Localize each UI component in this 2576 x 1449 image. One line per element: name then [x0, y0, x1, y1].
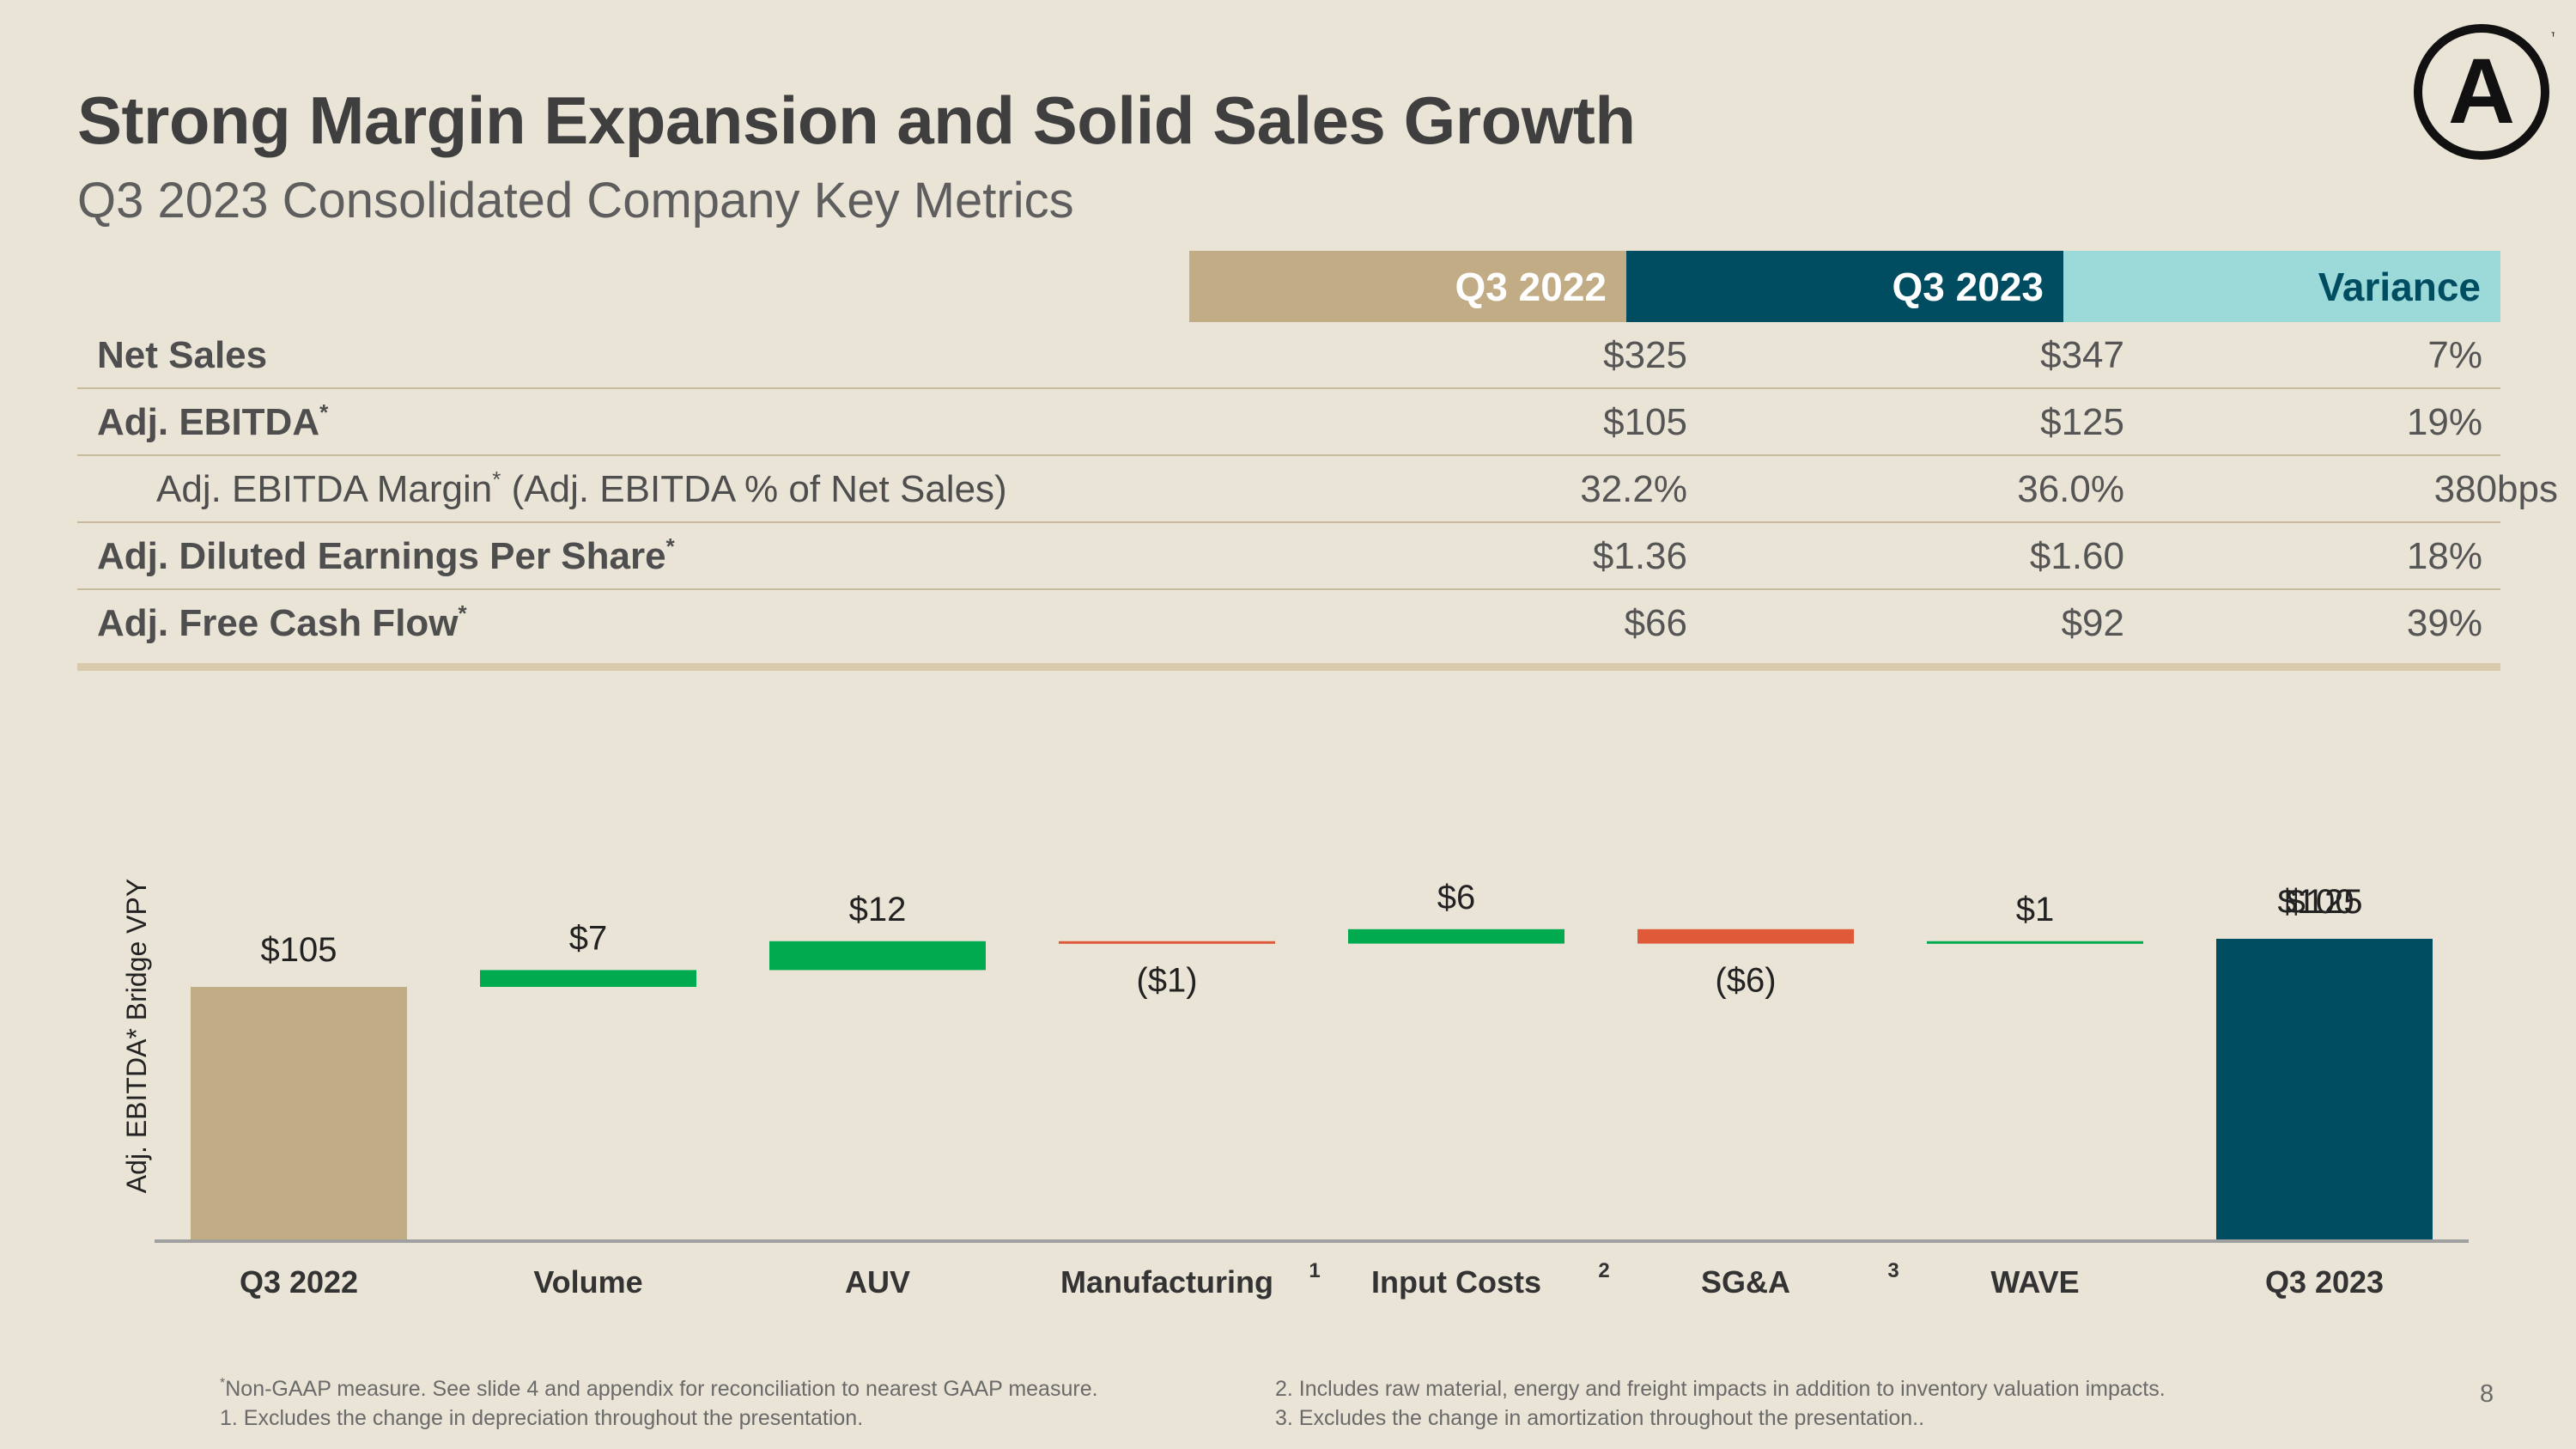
footnote-3: 3. Excludes the change in amortization t… [1275, 1406, 1925, 1430]
footnote-2: 2. Includes raw material, energy and fre… [1275, 1377, 2166, 1401]
row-label: Net Sales [97, 334, 268, 376]
row-label: Adj. Diluted Earnings Per Share* [97, 533, 675, 577]
bar-volume [480, 970, 696, 987]
cell-variance: 18% [2406, 535, 2482, 577]
data-label-manufacturing: ($1) [1136, 962, 1197, 1000]
y-axis-label: Adj. EBITDA* Bridge VPY [121, 879, 152, 1193]
bar-q3-2022 [191, 987, 407, 1239]
x-tick-footnote-input-costs: 2 [1598, 1259, 1609, 1282]
slide-subtitle: Q3 2023 Consolidated Company Key Metrics [77, 173, 1074, 228]
cell-variance: 39% [2406, 602, 2482, 644]
cell-q3-2022: $1.36 [1592, 535, 1687, 577]
row-label: Adj. Free Cash Flow* [97, 600, 467, 644]
bar-auv [769, 941, 986, 971]
cell-q3-2022: $66 [1624, 602, 1687, 644]
cell-q3-2023: $92 [2061, 602, 2124, 644]
page-number: 8 [2480, 1380, 2494, 1408]
table-row-adj-eps: Adj. Diluted Earnings Per Share* $1.36 $… [77, 523, 2500, 590]
bar-manufacturing [1059, 941, 1275, 944]
x-tick-label-volume: Volume [533, 1264, 642, 1300]
cell-q3-2023: 36.0% [2017, 468, 2124, 510]
data-label-sg-a: ($6) [1715, 962, 1776, 1000]
data-label-q3-2023: $125 [2287, 883, 2363, 921]
row-label: Adj. EBITDA* [97, 399, 329, 443]
footnote-nongaap: *Non-GAAP measure. See slide 4 and appen… [220, 1376, 1098, 1401]
data-label-overlap: $100 [2278, 883, 2354, 921]
data-label-wave: $1 [2016, 891, 2055, 928]
bar-sg-a [1637, 928, 1854, 944]
col-header-q3-2022: Q3 2022 [1189, 251, 1626, 322]
footnote-1: 1. Excludes the change in depreciation t… [220, 1406, 864, 1430]
col-header-variance: Variance [2063, 251, 2500, 322]
bar-input-costs [1348, 928, 1564, 944]
cell-variance: 380bps [2433, 468, 2558, 510]
table-row-adj-ebitda: Adj. EBITDA* $105 $125 19% [77, 389, 2500, 456]
table-row-net-sales: Net Sales $325 $347 7% [77, 322, 2500, 389]
x-tick-label-q3-2023: Q3 2023 [2265, 1264, 2384, 1300]
col-header-q3-2023: Q3 2023 [1626, 251, 2063, 322]
x-tick-label-input-costs: Input Costs [1371, 1264, 1541, 1300]
cell-q3-2022: $325 [1603, 334, 1687, 376]
cell-variance: 7% [2427, 334, 2482, 376]
x-tick-footnote-manufacturing: 1 [1309, 1259, 1320, 1282]
x-tick-label-wave: WAVE [1990, 1264, 2079, 1300]
logo-trademark: ™ [2550, 29, 2555, 43]
slide-title: Strong Margin Expansion and Solid Sales … [77, 82, 1636, 158]
bar-q3-2023 [2216, 939, 2433, 1239]
table-bottom-rule [77, 663, 2500, 671]
data-label-volume: $7 [569, 919, 608, 957]
cell-q3-2022: $105 [1603, 401, 1687, 443]
row-label: Adj. EBITDA Margin* (Adj. EBITDA % of Ne… [156, 466, 1007, 510]
x-tick-label-auv: AUV [845, 1264, 910, 1300]
table-row-adj-fcf: Adj. Free Cash Flow* $66 $92 39% [77, 590, 2500, 657]
data-label-input-costs: $6 [1437, 879, 1476, 916]
metrics-table-header: Q3 2022 Q3 2023 Variance [1189, 251, 2500, 322]
x-tick-footnote-sg-a: 3 [1887, 1259, 1899, 1282]
data-label-auv: $12 [849, 891, 907, 928]
cell-q3-2023: $125 [2040, 401, 2124, 443]
cell-variance: 19% [2406, 401, 2482, 443]
x-tick-label-q3-2022: Q3 2022 [240, 1264, 358, 1300]
table-row-adj-ebitda-margin: Adj. EBITDA Margin* (Adj. EBITDA % of Ne… [77, 456, 2558, 523]
x-tick-label-manufacturing: Manufacturing [1060, 1264, 1273, 1300]
cell-q3-2022: 32.2% [1580, 468, 1687, 510]
x-tick-label-sg-a: SG&A [1701, 1264, 1790, 1300]
cell-q3-2023: $1.60 [2029, 535, 2124, 577]
logo-letter: A [2448, 39, 2515, 143]
cell-q3-2023: $347 [2040, 334, 2124, 376]
bar-wave [1927, 941, 2143, 944]
data-label-q3-2022: $105 [261, 931, 337, 969]
company-logo: A ™ [2414, 24, 2555, 160]
